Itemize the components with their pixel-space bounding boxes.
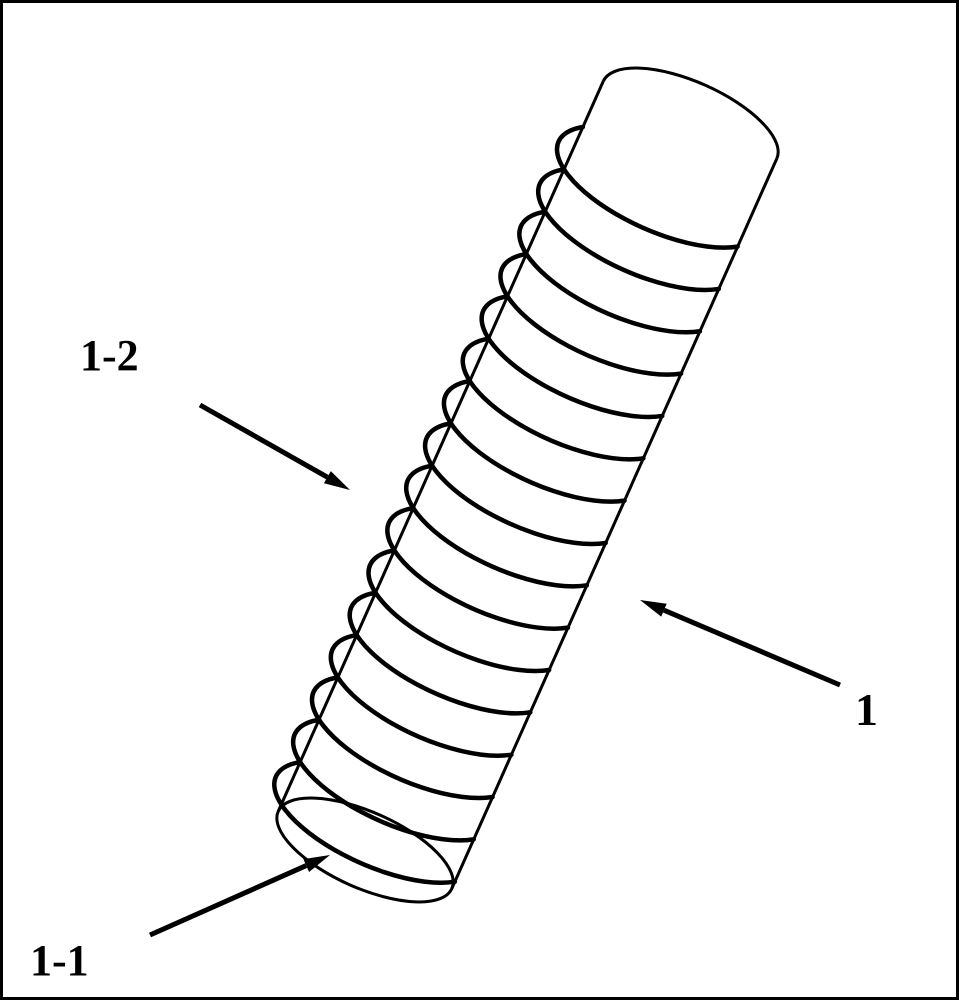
figure-border bbox=[2, 2, 958, 999]
helix-turn bbox=[446, 332, 662, 478]
arrow-head bbox=[640, 600, 667, 617]
arrow-head bbox=[324, 471, 350, 490]
cylinder-end-far bbox=[603, 47, 792, 159]
helix-turn bbox=[390, 459, 606, 605]
arrow-shaft bbox=[200, 405, 327, 477]
helix-turn bbox=[333, 586, 549, 732]
helix-turn bbox=[409, 417, 625, 563]
helix-turn bbox=[258, 755, 474, 901]
helix-turn bbox=[277, 713, 493, 859]
helix-turn bbox=[503, 205, 719, 351]
helix-turn bbox=[522, 163, 738, 309]
arrow-head bbox=[303, 855, 330, 872]
helix-turn bbox=[314, 628, 530, 774]
label-1-2: 1-2 bbox=[80, 331, 139, 380]
helix-turn bbox=[371, 501, 587, 647]
cylinder-end-near bbox=[263, 777, 467, 924]
arrow-shaft bbox=[150, 866, 306, 935]
helix-turn bbox=[541, 120, 757, 266]
cylinder-side-top bbox=[278, 81, 603, 811]
helix-turn bbox=[465, 290, 681, 436]
label-1: 1 bbox=[855, 684, 878, 735]
helix-turn bbox=[352, 544, 568, 690]
arrow-shaft bbox=[664, 610, 840, 685]
label-1-1: 1-1 bbox=[30, 936, 89, 985]
helix-turn bbox=[427, 374, 643, 520]
helix-turn bbox=[295, 671, 511, 817]
helix-turn bbox=[484, 247, 700, 393]
